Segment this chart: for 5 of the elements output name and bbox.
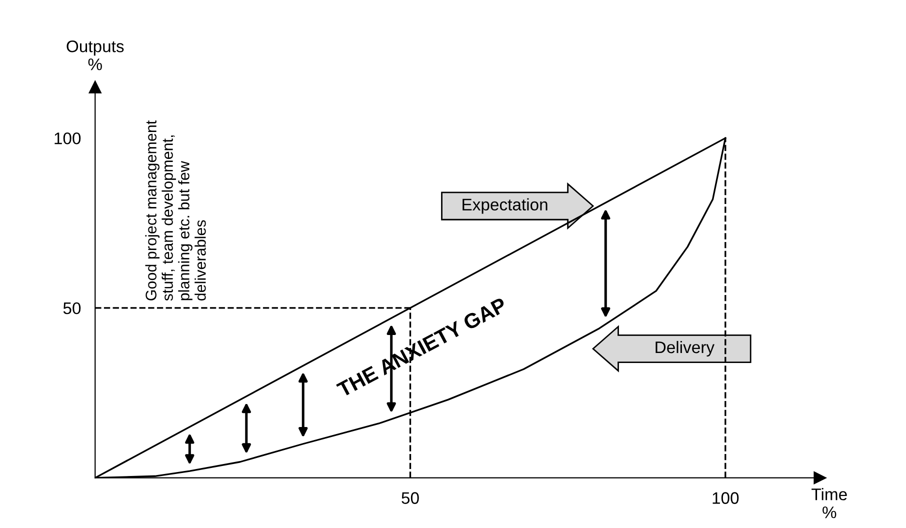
x-axis-title: Time % (812, 488, 847, 518)
y-axis-title: Outputs % (66, 40, 124, 70)
text: Delivery (656, 340, 714, 356)
series-label: Expectation (462, 198, 548, 214)
annotation: Good project management stuff, team development, planning etc. but few deliverables (145, 120, 206, 301)
